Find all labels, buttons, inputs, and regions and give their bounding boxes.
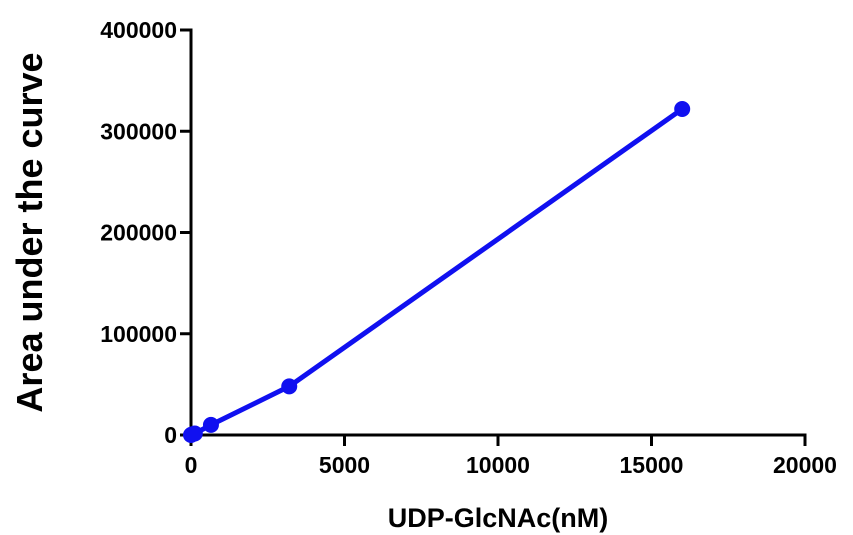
y-tick-label: 300000 [100,118,177,144]
data-point [186,425,203,442]
data-point [674,100,691,117]
series-layer [183,100,691,443]
x-axis: 0 5000 10000 15000 20000 [185,433,837,478]
x-tick-label: 20000 [773,452,837,478]
x-tick-label: 10000 [466,452,530,478]
y-tick-label: 400000 [100,17,177,43]
x-axis-title: UDP-GlcNAc(nM) [388,503,609,533]
x-tick-label: 15000 [620,452,684,478]
data-point [281,378,298,395]
x-tick-label: 0 [185,452,198,478]
y-axis-title: Area under the curve [9,52,50,412]
y-axis: 0 100000 200000 300000 400000 [100,17,193,448]
y-tick-label: 0 [164,422,177,448]
y-tick-label: 200000 [100,220,177,246]
y-tick-label: 100000 [100,321,177,347]
series-line [188,106,685,438]
data-point [202,416,219,433]
x-tick-label: 5000 [319,452,370,478]
